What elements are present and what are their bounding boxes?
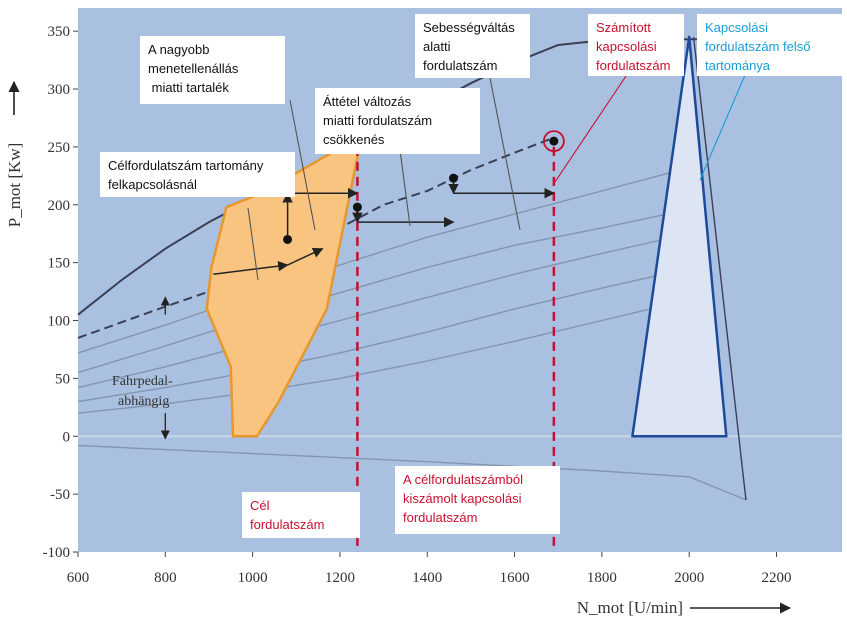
x-axis-title: N_mot [U/min]	[577, 598, 683, 617]
x-tick-label-1400: 1400	[412, 570, 442, 586]
annotation-pedal_dependent: Fahrpedal-abhängig	[112, 374, 173, 409]
annotation-box-computed_shift_speed	[588, 14, 684, 76]
x-tick-label-1200: 1200	[325, 570, 355, 586]
annotation-box-shift_speed	[415, 14, 530, 78]
series-part-load-6	[77, 299, 690, 414]
annotation-reserve: A nagyobb menetellenállás miatti tartalék	[148, 42, 239, 95]
y-tick-label--100: -100	[43, 545, 71, 561]
annotation-box-target_band_upshift	[100, 152, 295, 197]
shift-path-arrow-1	[287, 247, 324, 266]
y-tick-label-0: 0	[63, 429, 71, 445]
series-part-load-3	[77, 208, 690, 374]
annotation-box-upper_shift_range	[697, 14, 842, 76]
y-axis-title: P_mot [Kw]	[5, 143, 24, 228]
annotation-computed_shift_speed: Számított kapcsolási fordulatszám	[596, 20, 670, 73]
computed-shift-marker	[542, 130, 565, 153]
operating-point-3	[549, 136, 559, 146]
y-tick-label--50: -50	[50, 487, 70, 503]
x-tick-label-1800: 1800	[587, 570, 617, 586]
y-tick-label-100: 100	[48, 314, 71, 330]
upper-band-edge-line	[692, 36, 747, 500]
y-tick-label-350: 350	[48, 24, 71, 40]
annotation-ratio_change: Áttétel változás miatti fordulatszám csökk…	[323, 94, 432, 147]
leader-line-4	[699, 74, 746, 181]
target-speed-band	[205, 134, 364, 438]
operating-point-1	[352, 202, 362, 212]
y-tick-label-200: 200	[48, 198, 71, 214]
y-tick-label-300: 300	[48, 82, 71, 98]
x-tick-label-2200: 2200	[762, 570, 792, 586]
x-tick-label-600: 600	[67, 570, 90, 586]
y-tick-label-250: 250	[48, 140, 71, 156]
leader-line-0	[289, 99, 316, 231]
series-part-load-2	[77, 167, 690, 354]
annotation-box-target_speed	[242, 492, 360, 538]
annotation-upper_shift_range: Kapcsolási fordulatszám felső tartománya	[705, 20, 811, 73]
x-tick-label-800: 800	[154, 570, 177, 586]
x-tick-label-2000: 2000	[674, 570, 704, 586]
y-tick-label-50: 50	[55, 371, 70, 387]
leader-line-2	[489, 77, 521, 231]
annotation-shift_speed: Sebességváltás alatti fordulatszám	[423, 20, 515, 73]
leader-line-1	[399, 149, 411, 227]
series-part-load-5	[77, 267, 690, 403]
operating-point-0	[283, 234, 293, 244]
annotation-box-reserve	[140, 36, 285, 104]
upper-shift-band	[631, 35, 728, 438]
annotation-target_band_upshift: Célfordulatszám tartomány felkapcsolásnál	[108, 158, 264, 192]
operating-point-2	[448, 173, 458, 183]
x-tick-label-1600: 1600	[500, 570, 530, 586]
series-part-load-4	[77, 233, 690, 389]
annotation-shift_from_target: A célfordulatszámból kiszámolt kapcsolási…	[403, 472, 523, 525]
y-tick-label-150: 150	[48, 256, 71, 272]
x-tick-label-1000: 1000	[238, 570, 268, 586]
shift-path-arrow-0	[213, 260, 289, 275]
annotation-box-shift_from_target	[395, 466, 560, 534]
annotation-box-ratio_change	[315, 88, 480, 154]
annotation-target_speed: Cél fordulatszám	[250, 498, 324, 532]
leader-line-5	[247, 207, 259, 281]
leader-line-3	[554, 69, 631, 183]
